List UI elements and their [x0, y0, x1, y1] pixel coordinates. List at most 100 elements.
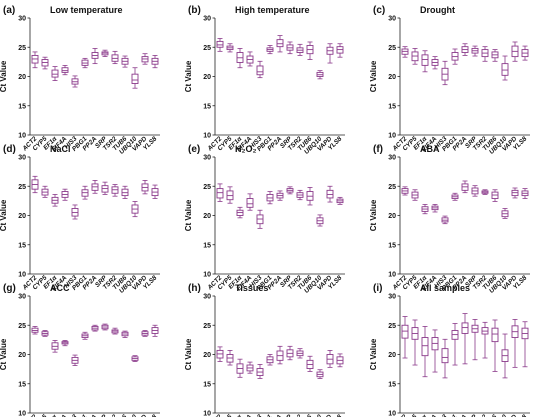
- box-ACT2: [31, 326, 39, 335]
- box-TSR2: [111, 327, 119, 335]
- box-UBQ10: [316, 214, 324, 227]
- y-tick-label: 30: [203, 155, 211, 162]
- box-EF1α: [421, 50, 429, 73]
- box-TUB6: [491, 319, 499, 372]
- box-YLS8: [151, 55, 159, 69]
- box-iqr: [216, 188, 224, 199]
- box-EF1α: [51, 194, 59, 207]
- box-PP2A: [461, 43, 469, 56]
- box-EIF4A: [61, 340, 69, 347]
- box-SRP: [471, 45, 479, 57]
- y-tick-label: 25: [203, 323, 211, 330]
- box-VAPD: [141, 53, 149, 65]
- y-tick-label: 10: [388, 133, 396, 140]
- box-PBG1: [81, 331, 89, 340]
- box-YLS8: [336, 196, 344, 205]
- box-PBG1: [451, 48, 459, 65]
- box-iqr: [441, 348, 449, 364]
- box-HIS3: [71, 75, 79, 88]
- box-TUB6: [121, 55, 129, 68]
- box-EF1α: [51, 66, 59, 81]
- box-EIF4A: [246, 193, 254, 211]
- box-PBG1: [451, 323, 459, 366]
- box-ACT2: [31, 175, 39, 194]
- y-tick-label: 30: [18, 294, 26, 301]
- box-SRP: [286, 345, 294, 361]
- panel-title: Low temperature: [50, 5, 123, 15]
- box-UBQ10: [316, 70, 324, 80]
- box-PBG1: [266, 45, 274, 55]
- panel-title: Tissues: [235, 283, 268, 293]
- panel-title: ACC: [50, 283, 70, 293]
- box-TSR2: [296, 189, 304, 201]
- y-tick-label: 10: [203, 411, 211, 417]
- box-EF1α: [236, 206, 244, 219]
- y-axis-label: Ct Value: [0, 199, 8, 231]
- panel-letter: (d): [3, 144, 16, 155]
- y-tick-label: 10: [203, 133, 211, 140]
- box-UBQ10: [501, 55, 509, 81]
- box-PP2A: [91, 324, 99, 332]
- box-iqr: [246, 198, 254, 208]
- box-PBG1: [81, 57, 89, 69]
- box-iqr: [216, 40, 224, 48]
- y-tick-label: 20: [203, 213, 211, 220]
- box-ACT2: [31, 51, 39, 69]
- box-PP2A: [461, 180, 469, 194]
- box-CYP5: [226, 186, 234, 204]
- panel-letter: (e): [188, 144, 200, 155]
- y-tick-label: 10: [388, 411, 396, 417]
- box-TUB6: [491, 189, 499, 202]
- box-SRP: [101, 49, 109, 58]
- y-tick-label: 15: [203, 242, 211, 249]
- box-VAPD: [326, 185, 334, 203]
- box-PBG1: [266, 191, 274, 205]
- box-TUB6: [306, 41, 314, 60]
- box-EF1α: [51, 340, 59, 353]
- box-EIF4A: [431, 203, 439, 213]
- box-YLS8: [151, 184, 159, 199]
- y-tick-label: 20: [388, 74, 396, 81]
- box-EIF4A: [61, 64, 69, 76]
- panel-title: All samples: [420, 283, 470, 293]
- y-tick-label: 25: [388, 45, 396, 52]
- y-tick-label: 25: [18, 184, 26, 191]
- panel-letter: (c): [373, 5, 385, 16]
- y-tick-label: 15: [388, 381, 396, 388]
- y-tick-label: 15: [18, 242, 26, 249]
- box-SRP: [471, 318, 479, 361]
- box-PBG1: [81, 185, 89, 200]
- box-HIS3: [441, 338, 449, 379]
- box-TUB6: [306, 187, 314, 206]
- box-UBQ10: [501, 333, 509, 379]
- box-HIS3: [256, 364, 264, 379]
- box-ACT2: [401, 186, 409, 196]
- x-tick-label: HIS3: [433, 413, 448, 417]
- box-iqr: [421, 337, 429, 357]
- box-iqr: [131, 73, 139, 84]
- panel-letter: (b): [188, 5, 201, 16]
- box-EF1α: [236, 358, 244, 378]
- box-TSR2: [481, 46, 489, 62]
- x-tick-label: SRP: [464, 413, 479, 417]
- box-EIF4A: [246, 361, 254, 374]
- box-iqr: [276, 39, 284, 48]
- box-YLS8: [336, 353, 344, 368]
- box-TSR2: [111, 50, 119, 65]
- y-axis-label: Ct Value: [184, 199, 193, 231]
- box-YLS8: [151, 324, 159, 337]
- y-tick-label: 30: [388, 294, 396, 301]
- box-UBQ10: [131, 67, 139, 89]
- box-UBQ10: [131, 355, 139, 362]
- box-EIF4A: [431, 56, 439, 70]
- y-axis-label: Ct Value: [369, 60, 378, 92]
- box-VAPD: [511, 41, 519, 62]
- box-PP2A: [276, 190, 284, 201]
- panel-title: H₂O₂: [235, 144, 257, 154]
- box-EF1α: [236, 48, 244, 69]
- panel-title: High temperature: [235, 5, 310, 15]
